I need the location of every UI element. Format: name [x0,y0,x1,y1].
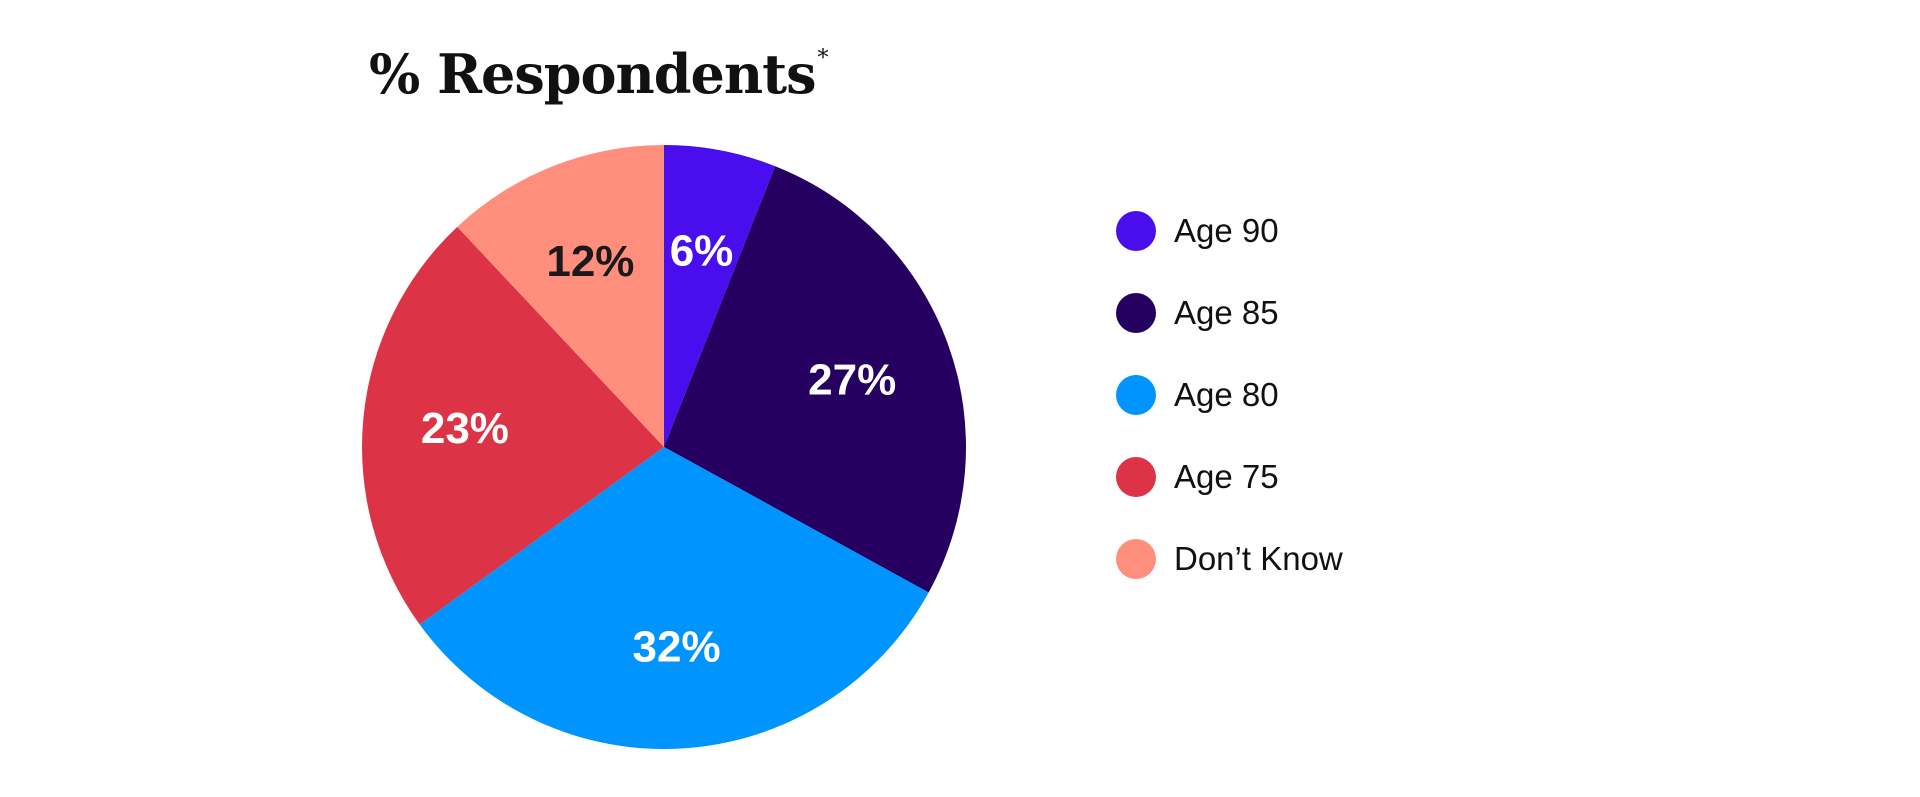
title-footnote-mark: * [817,46,829,71]
legend-swatch [1116,457,1156,497]
legend-item: Don’t Know [1116,539,1343,579]
pie-slice-age-75 [362,226,664,625]
legend-swatch [1116,293,1156,333]
legend-item: Age 80 [1116,375,1343,415]
chart-legend: Age 90 Age 85 Age 80 Age 75 Don’t Know [1116,211,1343,621]
pie-slice-label: 27% [808,355,896,404]
pie-slice-age-80 [419,447,929,749]
pie-slice-label: 6% [670,227,734,276]
legend-swatch [1116,539,1156,579]
legend-item: Age 90 [1116,211,1343,251]
legend-swatch [1116,211,1156,251]
pie-chart: 6% 27% 32% 23% 12% [362,145,966,749]
legend-label: Age 85 [1174,294,1279,331]
legend-item: Age 85 [1116,293,1343,333]
pie-slice-label: 32% [633,623,721,672]
legend-swatch [1116,375,1156,415]
legend-label: Don’t Know [1174,540,1343,577]
chart-title: % Respondents* [369,42,969,106]
pie-slice-age-85 [664,166,966,593]
pie-slice-label: 23% [421,404,509,453]
pie-slice-age-90 [664,145,776,447]
pie-slice-labels: 6% 27% 32% 23% 12% [421,227,896,672]
pie-slice-don-t-know [457,145,664,447]
legend-label: Age 80 [1174,376,1279,413]
pie-slice-label: 12% [546,237,634,286]
pie-slices [362,145,966,749]
legend-label: Age 75 [1174,458,1279,495]
chart-title-text: % Respondents [369,42,817,106]
legend-label: Age 90 [1174,212,1279,249]
legend-item: Age 75 [1116,457,1343,497]
